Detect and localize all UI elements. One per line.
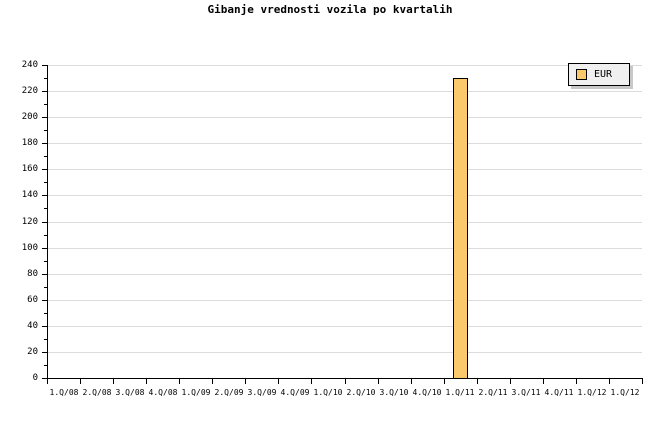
legend-label-eur: EUR: [594, 68, 613, 80]
y-axis-minor-tick: [44, 208, 47, 209]
x-axis-tick: [212, 379, 213, 384]
y-axis-tick: [42, 248, 47, 249]
y-axis-tick-label: 180: [21, 138, 38, 148]
y-axis-tick-label: 220: [21, 86, 38, 96]
x-axis-tick-label: 3.Q/09: [247, 388, 277, 397]
gridline: [47, 352, 642, 353]
y-axis-tick: [42, 169, 47, 170]
y-axis-line: [47, 65, 48, 379]
bar: [453, 78, 468, 379]
x-axis-tick: [609, 379, 610, 384]
y-axis-tick: [42, 143, 47, 144]
y-axis-minor-tick: [44, 78, 47, 79]
x-axis-tick: [113, 379, 114, 384]
x-axis-tick: [80, 379, 81, 384]
y-axis-tick: [42, 65, 47, 66]
x-axis-tick: [642, 379, 643, 384]
gridline: [47, 143, 642, 144]
y-axis-tick-label: 240: [21, 60, 38, 70]
x-axis-tick-label: 3.Q/08: [115, 388, 145, 397]
y-axis-minor-tick: [44, 235, 47, 236]
x-axis-tick: [311, 379, 312, 384]
y-axis-tick: [42, 91, 47, 92]
x-axis-tick-label: 1.Q/08: [49, 388, 79, 397]
y-axis-tick-label: 140: [21, 190, 38, 200]
y-axis-minor-tick: [44, 313, 47, 314]
x-axis-tick: [378, 379, 379, 384]
gridline: [47, 222, 642, 223]
chart-legend: EUR: [568, 63, 630, 86]
y-axis-tick: [42, 378, 47, 379]
y-axis-tick: [42, 274, 47, 275]
x-axis-tick: [576, 379, 577, 384]
gridline: [47, 117, 642, 118]
x-axis-tick-label: 2.Q/10: [346, 388, 376, 397]
y-axis-minor-tick: [44, 156, 47, 157]
x-axis-tick: [345, 379, 346, 384]
x-axis-tick-label: 4.Q/11: [544, 388, 574, 397]
y-axis-tick-label: 0: [32, 373, 38, 383]
y-axis-tick-label: 60: [27, 295, 38, 305]
y-axis-tick-label: 120: [21, 217, 38, 227]
x-axis-tick: [510, 379, 511, 384]
x-axis-tick: [179, 379, 180, 384]
y-axis-tick-label: 100: [21, 243, 38, 253]
y-axis-tick-label: 160: [21, 164, 38, 174]
x-axis-tick-label: 2.Q/08: [82, 388, 112, 397]
plot-area: [47, 65, 642, 379]
y-axis-tick: [42, 326, 47, 327]
x-axis-tick-label: 2.Q/09: [214, 388, 244, 397]
legend-swatch-eur: [576, 69, 587, 80]
y-axis-tick-label: 20: [27, 347, 38, 357]
x-axis-tick: [245, 379, 246, 384]
x-axis-tick: [411, 379, 412, 384]
y-axis-tick: [42, 352, 47, 353]
x-axis-tick: [47, 379, 48, 384]
y-axis-tick: [42, 222, 47, 223]
x-axis-tick-label: 1.Q/12: [610, 388, 640, 397]
x-axis-tick: [477, 379, 478, 384]
y-axis-tick: [42, 300, 47, 301]
gridline: [47, 326, 642, 327]
gridline: [47, 300, 642, 301]
x-axis-tick-label: 1.Q/12: [577, 388, 607, 397]
gridline: [47, 248, 642, 249]
gridline: [47, 195, 642, 196]
x-axis-tick: [146, 379, 147, 384]
y-axis-tick-label: 40: [27, 321, 38, 331]
y-axis-minor-tick: [44, 261, 47, 262]
y-axis-minor-tick: [44, 339, 47, 340]
x-axis-line: [47, 378, 643, 379]
x-axis-tick: [278, 379, 279, 384]
y-axis-minor-tick: [44, 104, 47, 105]
y-axis-minor-tick: [44, 287, 47, 288]
y-axis-tick-label: 200: [21, 112, 38, 122]
y-axis-tick: [42, 195, 47, 196]
y-axis-tick-label: 80: [27, 269, 38, 279]
x-axis-tick-label: 4.Q/10: [412, 388, 442, 397]
x-axis-tick-label: 1.Q/10: [313, 388, 343, 397]
x-axis-tick: [444, 379, 445, 384]
gridline: [47, 169, 642, 170]
x-axis-tick-label: 1.Q/09: [181, 388, 211, 397]
x-axis-tick-label: 3.Q/10: [379, 388, 409, 397]
x-axis-tick-label: 2.Q/11: [478, 388, 508, 397]
gridline: [47, 91, 642, 92]
y-axis-minor-tick: [44, 182, 47, 183]
x-axis-tick-label: 4.Q/08: [148, 388, 178, 397]
x-axis-tick-label: 4.Q/09: [280, 388, 310, 397]
y-axis-minor-tick: [44, 365, 47, 366]
chart-title: Gibanje vrednosti vozila po kvartalih: [207, 3, 453, 16]
x-axis-tick-label: 3.Q/11: [511, 388, 541, 397]
gridline: [47, 274, 642, 275]
x-axis-tick-label: 1.Q/11: [445, 388, 475, 397]
x-axis-tick: [543, 379, 544, 384]
y-axis-tick: [42, 117, 47, 118]
y-axis-minor-tick: [44, 130, 47, 131]
gridline: [47, 65, 642, 66]
